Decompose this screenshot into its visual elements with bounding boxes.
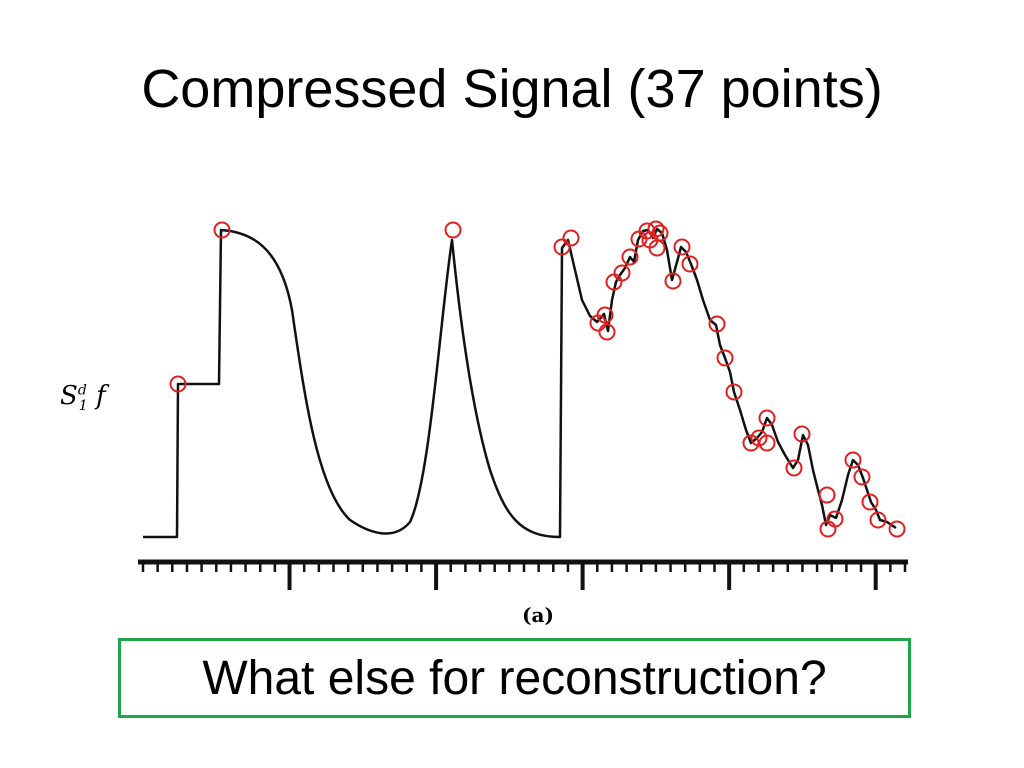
question-text: What else for reconstruction? — [202, 651, 827, 705]
signal-label-sub: 1 — [78, 398, 88, 415]
sample-point-marker — [844, 451, 862, 469]
sample-point-marker — [444, 221, 462, 239]
sample-point-marker — [818, 486, 836, 504]
figure-caption: (a) — [522, 603, 554, 627]
sample-point-marker — [647, 220, 665, 238]
sample-point-marker — [725, 383, 743, 401]
sample-point-marker — [598, 323, 616, 341]
sample-point-marker — [562, 229, 580, 247]
signal-curve — [143, 227, 897, 539]
sample-point-marker — [861, 493, 879, 511]
sample-point-marker — [716, 349, 734, 367]
sample-point-marker — [169, 375, 187, 393]
sample-point-marker — [869, 511, 887, 529]
sample-point-marker — [758, 434, 776, 452]
signal-label: Sd1 f — [60, 381, 106, 414]
sample-point-marker — [553, 238, 571, 256]
sample-point-marker — [648, 239, 666, 257]
sample-markers — [169, 220, 906, 538]
sample-point-marker — [758, 409, 776, 427]
sample-point-marker — [888, 520, 906, 538]
x-axis — [138, 559, 908, 590]
sample-point-marker — [613, 264, 631, 282]
signal-label-arg: f — [87, 381, 106, 411]
sample-point-marker — [819, 520, 837, 538]
sample-point-marker — [853, 468, 871, 486]
sample-point-marker — [681, 255, 699, 273]
signal-label-sup: d — [77, 382, 87, 399]
sample-point-marker — [638, 222, 656, 240]
sample-point-marker — [213, 221, 231, 239]
sample-point-marker — [664, 272, 682, 290]
question-box: What else for reconstruction? — [118, 638, 911, 718]
signal-label-main: S — [60, 381, 78, 411]
sample-point-marker — [793, 425, 811, 443]
sample-point-marker — [673, 238, 691, 256]
sample-point-marker — [708, 315, 726, 333]
sample-point-marker — [621, 248, 639, 266]
sample-point-marker — [596, 306, 614, 324]
slide-title: Compressed Signal (37 points) — [141, 59, 883, 119]
sample-point-marker — [785, 459, 803, 477]
